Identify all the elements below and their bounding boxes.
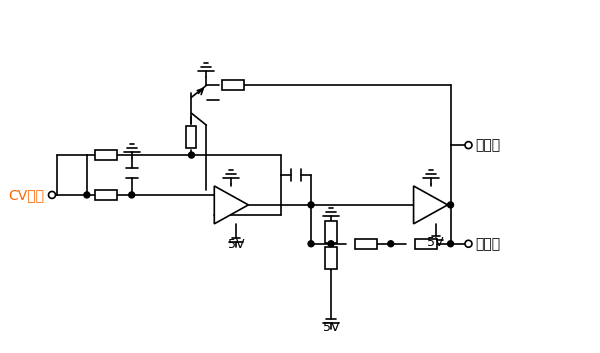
Circle shape bbox=[308, 202, 314, 208]
Circle shape bbox=[448, 202, 454, 208]
Circle shape bbox=[328, 241, 334, 247]
Polygon shape bbox=[214, 186, 248, 224]
Polygon shape bbox=[413, 186, 448, 224]
Bar bbox=[355, 239, 377, 249]
Bar bbox=[415, 239, 437, 249]
Circle shape bbox=[188, 152, 194, 158]
Circle shape bbox=[49, 191, 55, 198]
Text: 5V: 5V bbox=[323, 322, 339, 334]
Bar bbox=[187, 126, 196, 148]
Bar bbox=[95, 190, 117, 200]
Bar bbox=[223, 80, 244, 90]
Circle shape bbox=[388, 241, 394, 247]
Circle shape bbox=[129, 192, 134, 198]
Circle shape bbox=[465, 142, 472, 149]
Text: 5V: 5V bbox=[427, 236, 444, 249]
Circle shape bbox=[448, 241, 454, 247]
Bar bbox=[95, 150, 117, 160]
Text: 5V: 5V bbox=[228, 238, 245, 251]
Bar bbox=[325, 221, 337, 243]
Circle shape bbox=[465, 240, 472, 247]
Text: CV入力: CV入力 bbox=[8, 188, 44, 202]
Circle shape bbox=[308, 241, 314, 247]
Text: 矩形波: 矩形波 bbox=[475, 237, 500, 251]
Circle shape bbox=[84, 192, 90, 198]
Bar bbox=[325, 247, 337, 269]
Text: 三角波: 三角波 bbox=[475, 138, 500, 152]
